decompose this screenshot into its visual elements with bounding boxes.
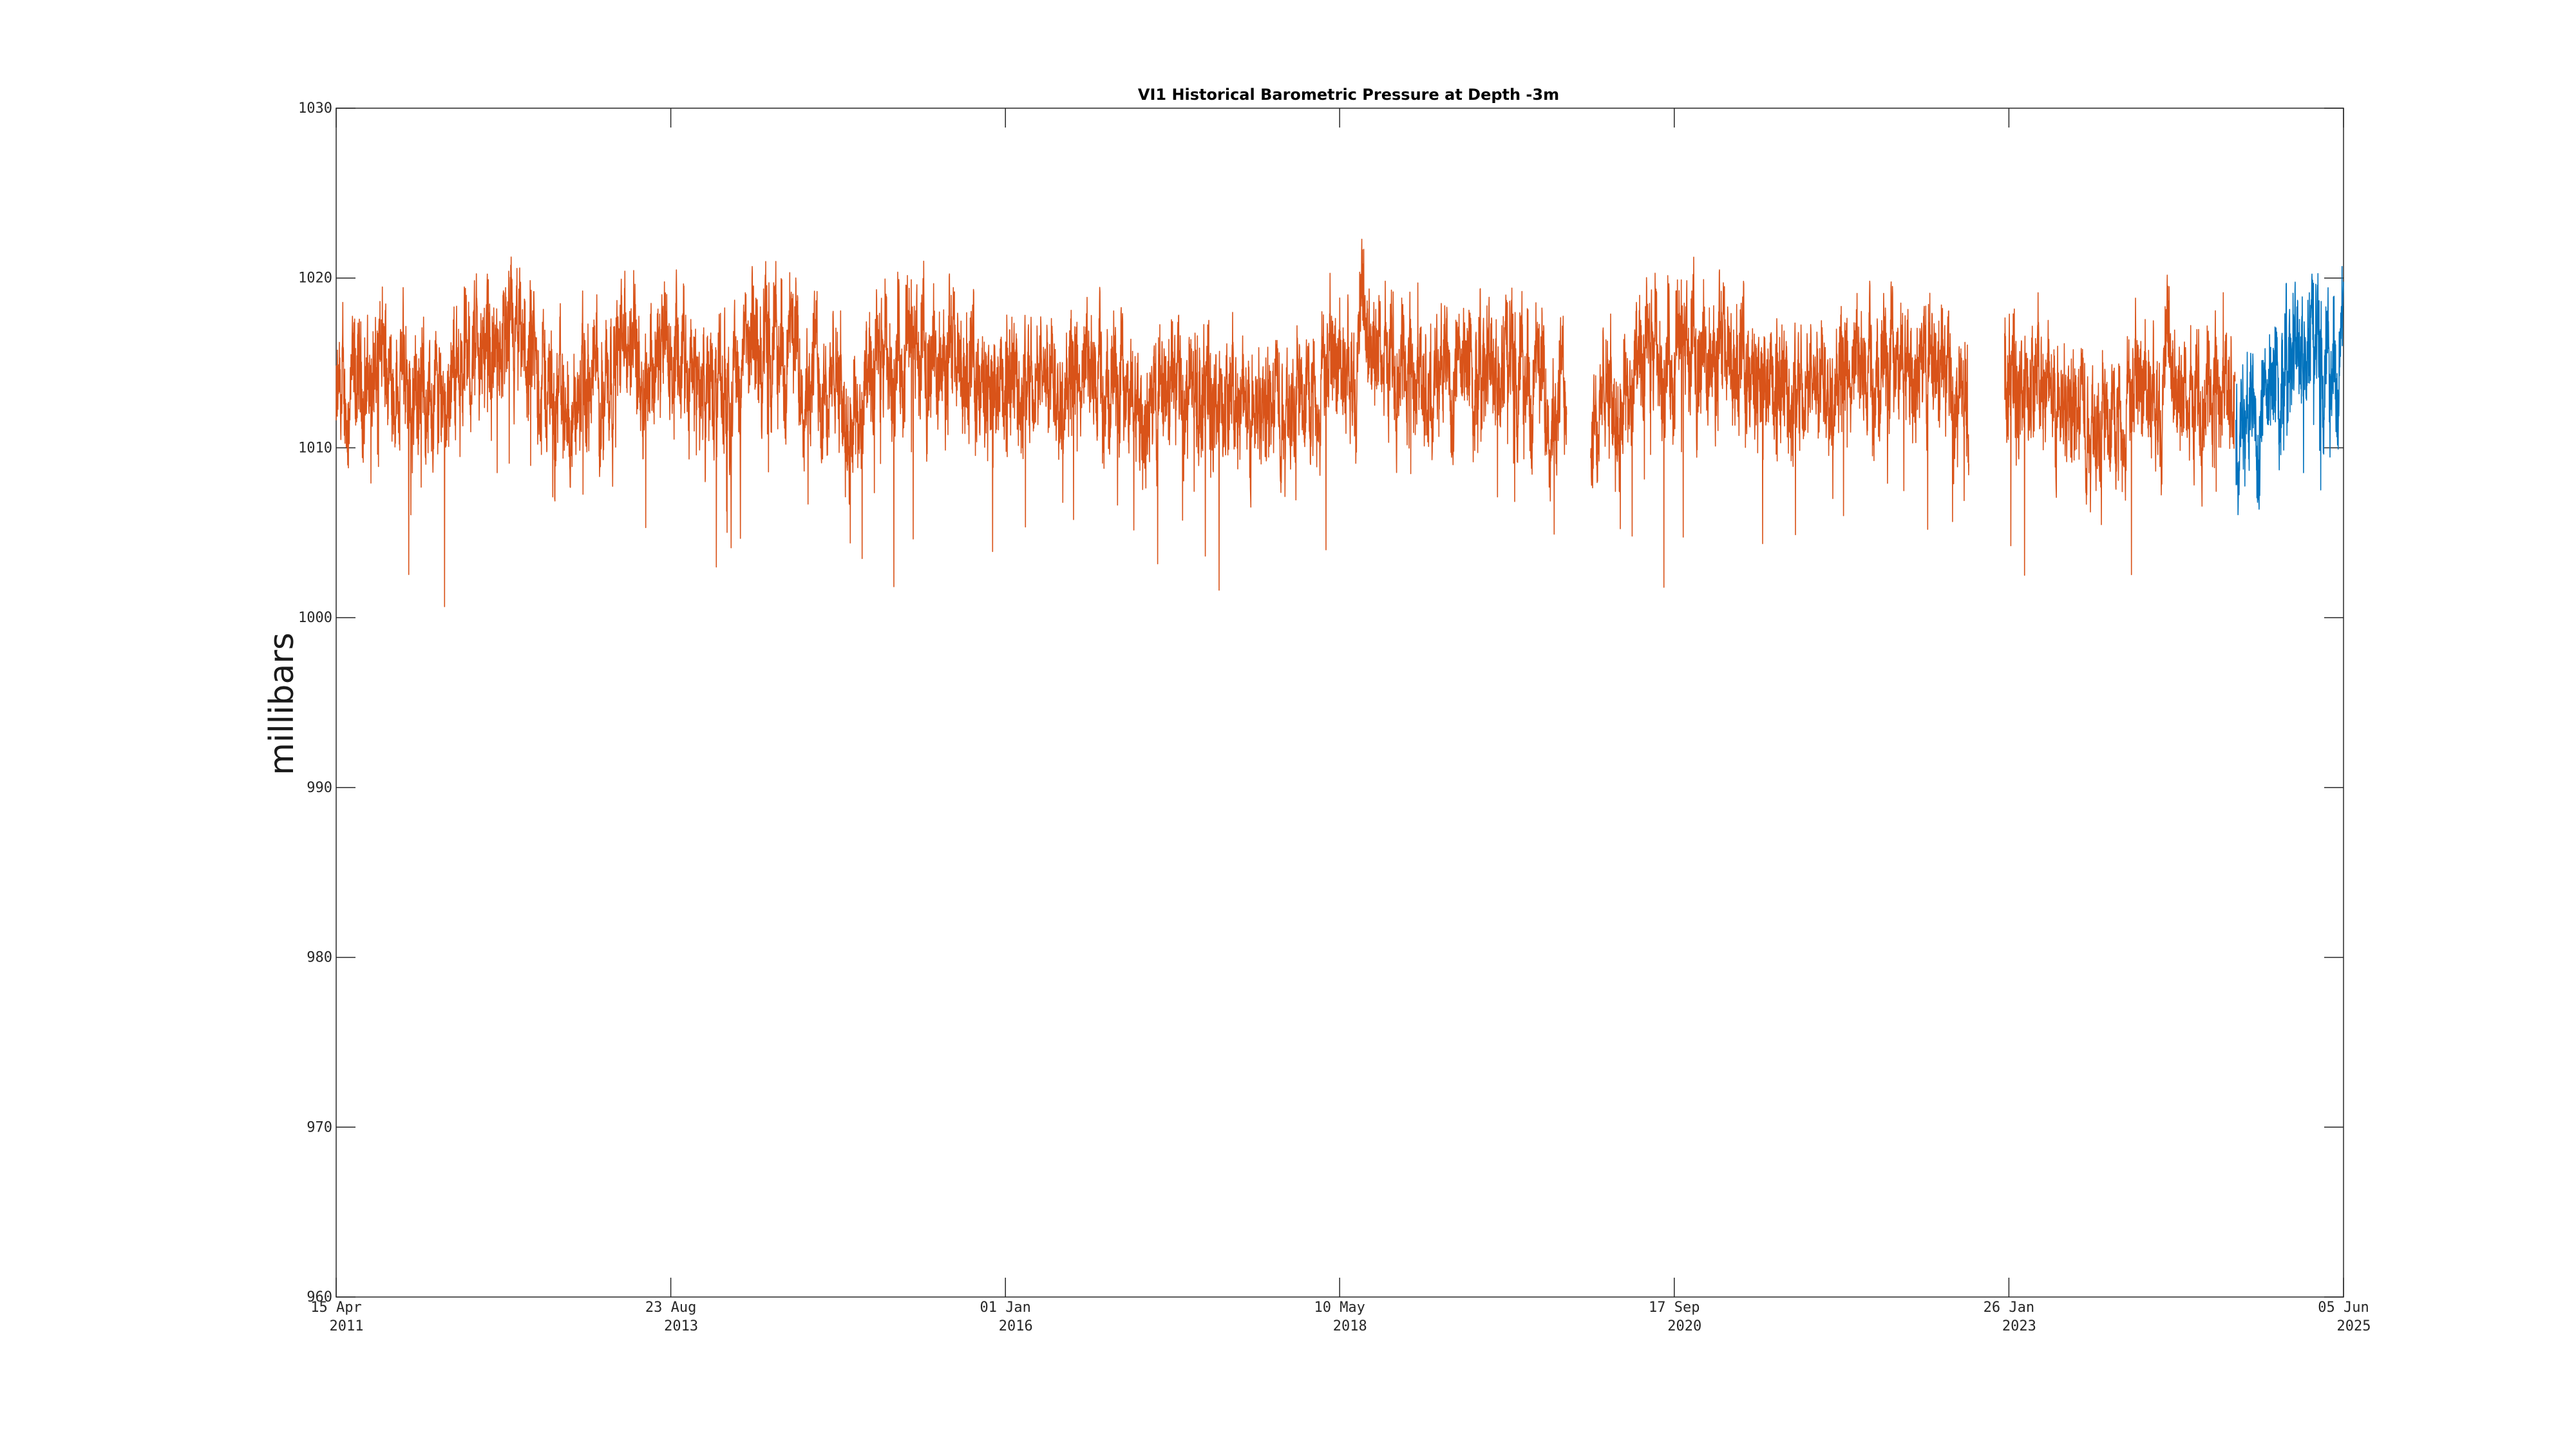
series-line [2235, 265, 2344, 516]
series-line [1590, 256, 1969, 588]
plot-area: 960 970 980 990 1000 1010 1020 1030 15 Apr 2011 23… [298, 100, 2371, 1334]
y-tick-label: 1020 [298, 270, 332, 287]
x-tick-label-year: 2020 [1667, 1318, 1701, 1334]
series-line [336, 238, 1567, 607]
y-tick-label: 1010 [298, 440, 332, 456]
y-axis-label: millibars [263, 632, 301, 775]
x-tick-label: 01 Jan [980, 1300, 1030, 1316]
y-tick-label: 1030 [298, 100, 332, 117]
y-tick-label: 970 [307, 1119, 332, 1135]
y-tick-label: 990 [307, 780, 332, 796]
x-tick-label-year: 2023 [2002, 1318, 2036, 1334]
axes-box [336, 108, 2344, 1298]
y-tick-label: 1000 [298, 610, 332, 626]
chart-title: VI1 Historical Barometric Pressure at De… [1138, 86, 1559, 104]
x-tick-label: 17 Sep [1649, 1300, 1700, 1316]
x-tick-label-year: 2013 [664, 1318, 698, 1334]
x-tick-label-year: 2016 [999, 1318, 1033, 1334]
x-tick-label-year: 2011 [330, 1318, 364, 1334]
y-tick-label: 980 [307, 950, 332, 966]
x-tick-label: 10 May [1314, 1300, 1365, 1316]
x-tick-label-year: 2025 [2337, 1318, 2371, 1334]
x-tick-label-year: 2018 [1333, 1318, 1367, 1334]
x-tick-label: 23 Aug [645, 1300, 696, 1316]
series-line [2004, 274, 2236, 576]
x-tick-label: 15 Apr [310, 1300, 361, 1316]
y-tick-label: 960 [307, 1289, 332, 1305]
x-tick-label: 26 Jan [1984, 1300, 2034, 1316]
x-tick-label: 05 Jun [2318, 1300, 2369, 1316]
